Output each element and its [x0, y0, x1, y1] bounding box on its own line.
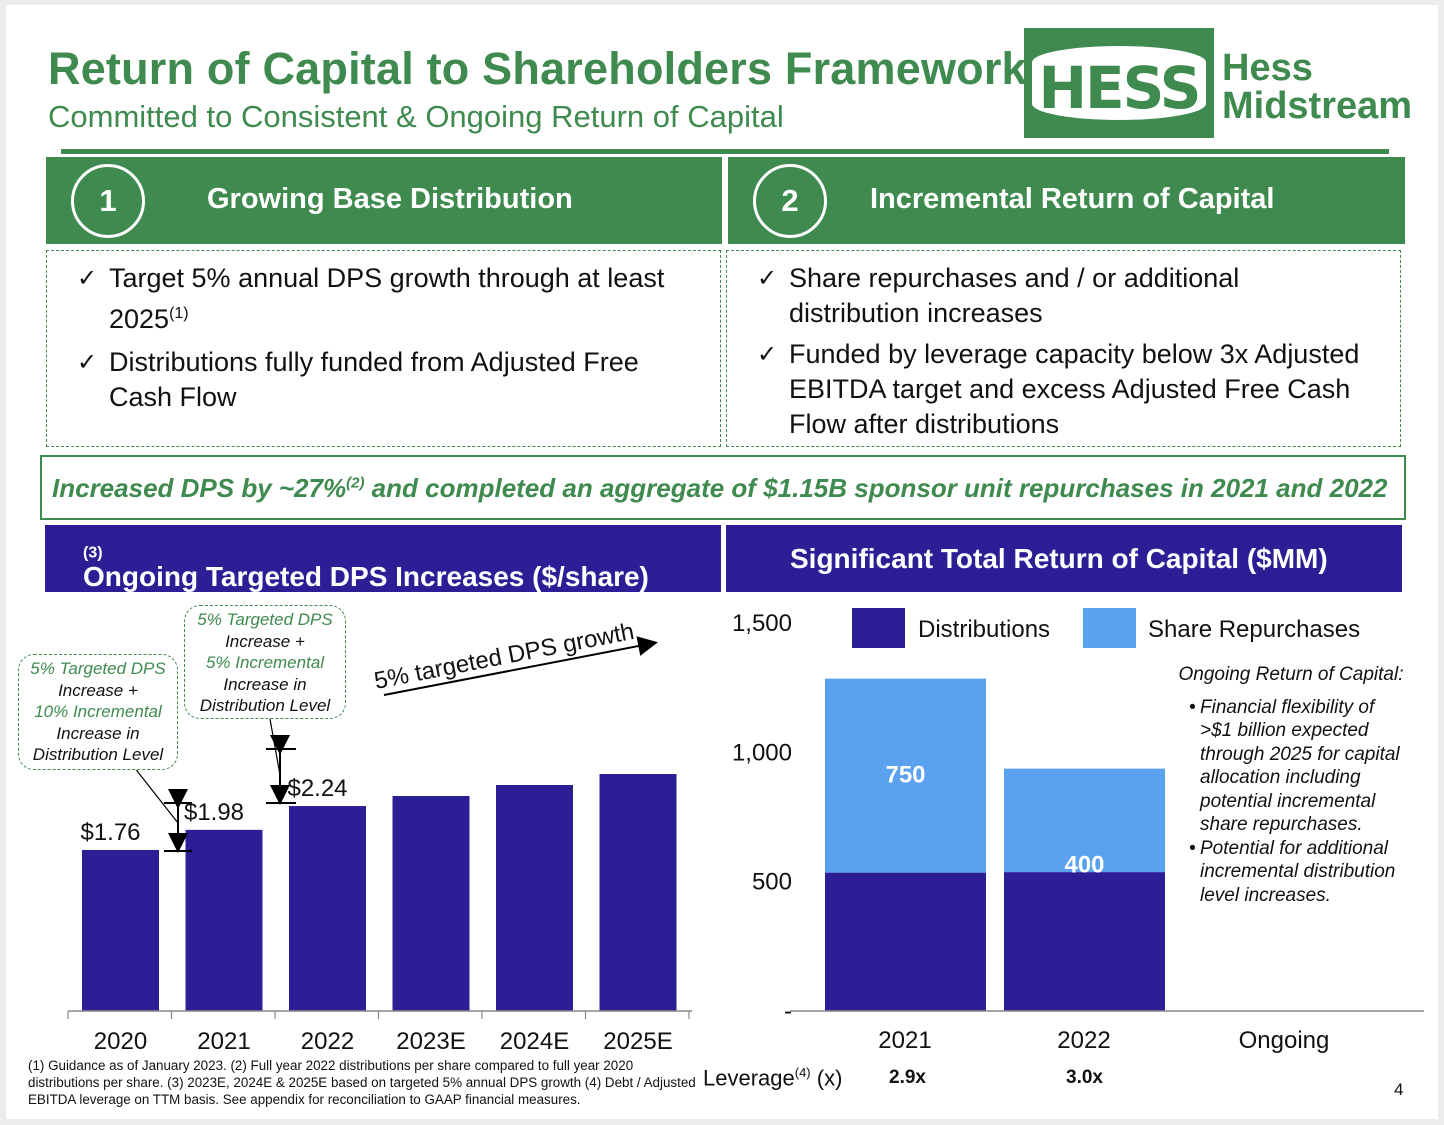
roc-bar-2022-distributions — [1004, 872, 1165, 1011]
legend-swatch-share-repurchases — [1083, 608, 1136, 648]
slide: Return of Capital to Shareholders Framew… — [6, 5, 1438, 1119]
hess-logo: HESS — [1024, 28, 1214, 138]
banner-text: Increased DPS by ~27%(2) and completed a… — [52, 473, 1388, 503]
pillar-1-header: 1 Growing Base Distribution — [46, 157, 722, 244]
legend-label-share-repurchases: Share Repurchases — [1148, 616, 1360, 643]
dps-x-label-2022: 2022 — [301, 1028, 354, 1055]
roc-y-tick-label: 1,500 — [732, 610, 792, 637]
dps-bar-2023E — [392, 795, 470, 1011]
page-subtitle: Committed to Consistent & Ongoing Return… — [48, 99, 784, 134]
dps-x-label-2025E: 2025E — [603, 1028, 672, 1055]
check-icon: ✓ — [757, 340, 778, 368]
increment-marker-2021 — [164, 789, 192, 853]
ongoing-note-item-1: Financial flexibility of >$1 billion exp… — [1176, 696, 1406, 837]
logo-word-midstream: Midstream — [1222, 85, 1413, 127]
logo-word-hess: Hess — [1222, 47, 1313, 89]
pillar-2-bullet-2: ✓ Funded by leverage capacity below 3x Ad… — [757, 339, 1360, 439]
pillar-2-number: 2 — [753, 164, 827, 238]
pillar-1-bullet-2: ✓ Distributions fully funded from Adjuste… — [77, 347, 639, 412]
dps-bar-chart: $1.76 $1.98 $2.24 2020 2021 2022 2023E 2024E 20… — [67, 618, 692, 1055]
title-divider — [61, 149, 1389, 154]
pillar-1-number: 1 — [71, 164, 145, 238]
roc-stacked-bar-chart: - 500 1,000 1,500 750 400 2021 2022 Ongoing Di… — [732, 608, 1424, 1054]
increment-marker-2022 — [266, 735, 296, 805]
roc-chart-header: Significant Total Return of Capital ($MM… — [726, 525, 1402, 592]
roc-bar-2021-share-repurchases — [825, 678, 986, 873]
pillar-2-body: ✓ Share repurchases and / or additional d… — [726, 250, 1401, 447]
roc-y-tick-label: 500 — [752, 869, 792, 896]
leverage-2021: 2.9x — [889, 1067, 926, 1088]
callout-2-pointer — [269, 718, 281, 776]
leverage-label: Leverage(4) (x) — [703, 1065, 843, 1091]
dps-value-label-2020: $1.76 — [80, 819, 140, 846]
roc-chart-title: Significant Total Return of Capital ($MM… — [790, 543, 1328, 574]
dps-x-label-2024E: 2024E — [500, 1028, 569, 1055]
roc-x-label-2021: 2021 — [878, 1027, 931, 1054]
pillar-1-bullet-1: ✓ Target 5% annual DPS growth through at … — [77, 263, 665, 334]
dps-bar-2024E — [496, 784, 573, 1011]
logo-mark: HESS — [1038, 54, 1201, 122]
page-number: 4 — [1394, 1080, 1404, 1099]
growth-arrow — [383, 636, 658, 696]
page-title: Return of Capital to Shareholders Framew… — [48, 43, 1027, 94]
dps-value-label-2022: $2.24 — [287, 775, 347, 802]
roc-x-label-2022: 2022 — [1057, 1027, 1110, 1054]
pillar-2-bullet-1: ✓ Share repurchases and / or additional d… — [757, 263, 1240, 328]
ongoing-note-item-2: Potential for additional incremental dis… — [1176, 837, 1406, 908]
dps-chart-header: Ongoing Targeted DPS Increases ($/share)… — [45, 525, 721, 592]
roc-bar-2021-distributions — [825, 872, 986, 1011]
callout-1-pointer — [133, 766, 179, 824]
dps-bar-2021 — [185, 829, 263, 1011]
dps-x-label-2020: 2020 — [94, 1028, 147, 1055]
footnote: (1) Guidance as of January 2023. (2) Ful… — [28, 1058, 696, 1107]
check-icon: ✓ — [77, 264, 98, 292]
roc-bar-2022-share-repurchases — [1004, 768, 1165, 873]
highlight-banner: Increased DPS by ~27%(2) and completed a… — [40, 455, 1406, 520]
pillar-2-header: 2 Incremental Return of Capital — [728, 157, 1405, 244]
roc-y-tick-label: 1,000 — [732, 739, 792, 766]
pillar-1-title: Growing Base Distribution — [207, 183, 573, 215]
dps-bar-2020 — [82, 849, 159, 1011]
roc-repurchase-label-2022: 400 — [1064, 852, 1104, 879]
check-icon: ✓ — [77, 348, 98, 376]
leverage-2022: 3.0x — [1066, 1067, 1103, 1088]
growth-arrow-label: 5% targeted DPS growth — [372, 618, 636, 695]
dps-x-label-2021: 2021 — [197, 1028, 250, 1055]
ongoing-note-title: Ongoing Return of Capital: — [1178, 664, 1404, 685]
pillar-2-title: Incremental Return of Capital — [870, 183, 1275, 215]
dps-bar-2025E — [599, 774, 677, 1011]
roc-y-tick-label: - — [784, 998, 792, 1025]
dps-chart-title: Ongoing Targeted DPS Increases ($/share)… — [83, 544, 649, 592]
callout-2021-increase: 5% Targeted DPS Increase + 10% Increment… — [18, 654, 178, 770]
dps-x-label-2023E: 2023E — [396, 1028, 465, 1055]
dps-bar-2022 — [289, 806, 366, 1011]
ongoing-note: Ongoing Return of Capital: Financial fle… — [1176, 663, 1406, 907]
legend-swatch-distributions — [852, 608, 905, 648]
roc-x-label-ongoing: Ongoing — [1239, 1027, 1330, 1054]
legend-label-distributions: Distributions — [918, 616, 1050, 643]
roc-repurchase-label-2021: 750 — [885, 762, 925, 789]
dps-value-label-2021: $1.98 — [184, 799, 244, 826]
check-icon: ✓ — [757, 264, 778, 292]
callout-2022-increase: 5% Targeted DPS Increase + 5% Incrementa… — [184, 605, 346, 719]
pillar-1-body: ✓ Target 5% annual DPS growth through at … — [46, 250, 721, 447]
